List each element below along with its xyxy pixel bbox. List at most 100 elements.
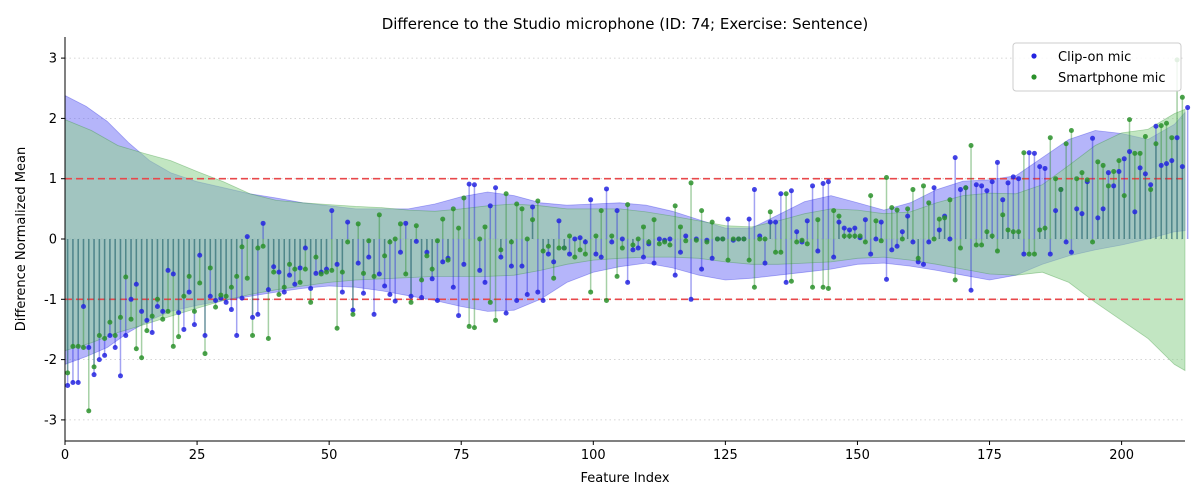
point-clip-on <box>889 247 894 252</box>
point-clip-on <box>958 187 963 192</box>
point-clip-on <box>953 155 958 160</box>
point-clip-on <box>1180 164 1185 169</box>
point-clip-on <box>604 186 609 191</box>
point-clip-on <box>673 273 678 278</box>
point-smartphone <box>953 278 958 283</box>
point-clip-on <box>1095 215 1100 220</box>
point-smartphone <box>271 270 276 275</box>
point-clip-on <box>245 234 250 239</box>
point-clip-on <box>689 297 694 302</box>
point-clip-on <box>65 383 70 388</box>
point-smartphone <box>784 191 789 196</box>
point-smartphone <box>757 237 762 242</box>
point-clip-on <box>599 255 604 260</box>
point-clip-on <box>836 220 841 225</box>
point-smartphone <box>847 233 852 238</box>
x-tick-label: 125 <box>713 448 738 463</box>
point-smartphone <box>398 221 403 226</box>
point-smartphone <box>451 206 456 211</box>
point-smartphone <box>292 267 297 272</box>
point-clip-on <box>1175 135 1180 140</box>
chart-title: Difference to the Studio microphone (ID:… <box>382 15 869 33</box>
point-clip-on <box>805 218 810 223</box>
point-smartphone <box>768 209 773 214</box>
point-smartphone <box>1143 134 1148 139</box>
point-clip-on <box>784 280 789 285</box>
point-smartphone <box>662 240 667 245</box>
point-smartphone <box>525 237 530 242</box>
point-smartphone <box>213 305 218 310</box>
x-tick-label: 150 <box>845 448 870 463</box>
point-clip-on <box>440 259 445 264</box>
point-smartphone <box>810 285 815 290</box>
point-smartphone <box>1074 176 1079 181</box>
point-smartphone <box>456 226 461 231</box>
point-smartphone <box>1090 240 1095 245</box>
point-smartphone <box>446 258 451 263</box>
point-clip-on <box>123 333 128 338</box>
point-smartphone <box>70 344 75 349</box>
point-smartphone <box>1164 121 1169 126</box>
point-clip-on <box>155 304 160 309</box>
point-smartphone <box>393 237 398 242</box>
point-clip-on <box>747 217 752 222</box>
point-smartphone <box>641 224 646 229</box>
point-clip-on <box>768 220 773 225</box>
point-clip-on <box>831 255 836 260</box>
point-smartphone <box>203 351 208 356</box>
point-clip-on <box>276 270 281 275</box>
point-clip-on <box>615 208 620 213</box>
point-clip-on <box>984 188 989 193</box>
point-smartphone <box>826 286 831 291</box>
point-clip-on <box>815 249 820 254</box>
point-smartphone <box>308 300 313 305</box>
point-smartphone <box>604 298 609 303</box>
point-clip-on <box>567 252 572 257</box>
point-smartphone <box>773 250 778 255</box>
point-clip-on <box>102 353 107 358</box>
point-smartphone <box>720 237 725 242</box>
point-smartphone <box>805 241 810 246</box>
point-clip-on <box>667 237 672 242</box>
point-clip-on <box>1127 149 1132 154</box>
point-clip-on <box>292 282 297 287</box>
point-smartphone <box>763 237 768 242</box>
point-clip-on <box>483 280 488 285</box>
point-smartphone <box>710 220 715 225</box>
point-smartphone <box>704 240 709 245</box>
point-smartphone <box>1169 135 1174 140</box>
point-clip-on <box>239 296 244 301</box>
point-clip-on <box>456 313 461 318</box>
point-clip-on <box>1016 176 1021 181</box>
point-clip-on <box>86 345 91 350</box>
point-smartphone <box>794 240 799 245</box>
point-smartphone <box>667 243 672 248</box>
point-clip-on <box>535 290 540 295</box>
point-clip-on <box>398 250 403 255</box>
point-clip-on <box>588 197 593 202</box>
point-smartphone <box>113 333 118 338</box>
point-smartphone <box>435 238 440 243</box>
point-clip-on <box>1101 206 1106 211</box>
point-clip-on <box>1138 165 1143 170</box>
point-clip-on <box>340 290 345 295</box>
point-clip-on <box>1011 174 1016 179</box>
point-clip-on <box>477 268 482 273</box>
point-clip-on <box>551 259 556 264</box>
point-clip-on <box>203 333 208 338</box>
point-clip-on <box>932 185 937 190</box>
point-smartphone <box>266 336 271 341</box>
point-clip-on <box>778 191 783 196</box>
point-smartphone <box>1027 252 1032 257</box>
point-smartphone <box>921 183 926 188</box>
point-smartphone <box>1148 187 1153 192</box>
point-clip-on <box>467 182 472 187</box>
point-smartphone <box>1048 135 1053 140</box>
point-smartphone <box>726 258 731 263</box>
point-clip-on <box>636 246 641 251</box>
x-tick-label: 50 <box>321 448 338 463</box>
point-clip-on <box>773 220 778 225</box>
point-clip-on <box>298 265 303 270</box>
x-tick-label: 75 <box>453 448 470 463</box>
point-clip-on <box>847 227 852 232</box>
